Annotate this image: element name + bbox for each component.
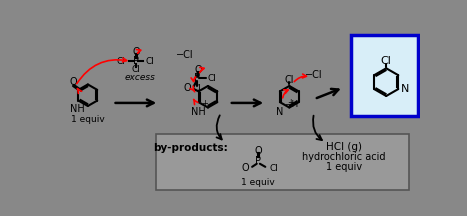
Text: excess: excess (124, 73, 155, 82)
Text: N: N (401, 84, 409, 94)
Text: 1 equiv: 1 equiv (241, 178, 275, 187)
Text: P: P (133, 56, 139, 66)
Text: Cl: Cl (269, 164, 278, 173)
Text: −Cl: −Cl (305, 70, 323, 80)
Text: O: O (255, 146, 262, 156)
Text: O: O (132, 47, 140, 57)
Text: NH: NH (70, 105, 84, 114)
Text: Cl: Cl (192, 84, 201, 93)
Text: +: + (201, 99, 208, 108)
Text: P: P (194, 73, 200, 83)
Text: by-products:: by-products: (153, 143, 227, 153)
Text: O: O (241, 163, 249, 173)
Text: Cl: Cl (117, 57, 126, 66)
Text: Cl: Cl (131, 65, 140, 74)
Text: −H: −H (284, 100, 298, 109)
Text: Cl: Cl (146, 57, 155, 66)
Text: hydrochloric acid: hydrochloric acid (302, 152, 385, 162)
Text: 1 equiv: 1 equiv (71, 115, 105, 124)
Text: O: O (69, 77, 77, 87)
FancyBboxPatch shape (156, 135, 409, 190)
Text: P: P (255, 156, 262, 166)
Text: Cl: Cl (208, 74, 217, 83)
Text: O: O (183, 83, 191, 92)
Text: NH: NH (191, 107, 206, 117)
Text: O: O (195, 65, 202, 75)
Text: 1 equiv: 1 equiv (325, 162, 361, 172)
Text: HCl (g): HCl (g) (325, 142, 361, 152)
Text: Cl: Cl (284, 75, 294, 85)
Text: +: + (287, 98, 293, 107)
Text: N: N (276, 107, 283, 117)
Text: −Cl: −Cl (176, 50, 194, 60)
Text: Cl: Cl (381, 56, 392, 66)
FancyBboxPatch shape (351, 35, 418, 116)
